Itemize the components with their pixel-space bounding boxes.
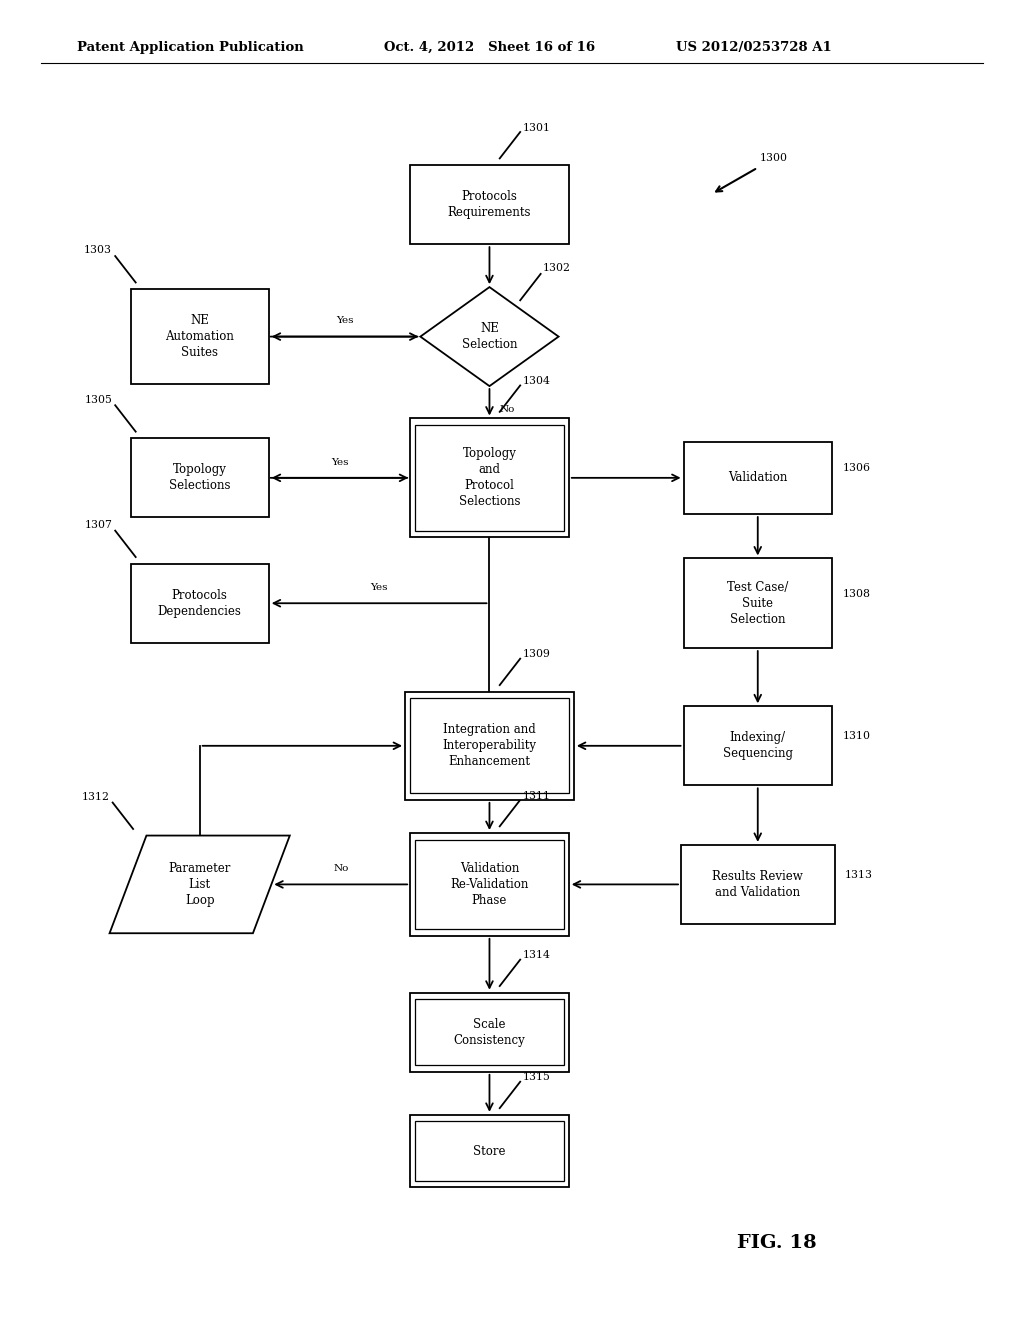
Text: 1302: 1302 bbox=[543, 263, 570, 273]
Bar bbox=[404, 692, 573, 800]
Text: Yes: Yes bbox=[336, 317, 353, 326]
Text: 1305: 1305 bbox=[84, 395, 113, 405]
Text: 1301: 1301 bbox=[522, 123, 550, 133]
Bar bbox=[684, 441, 831, 513]
Bar bbox=[416, 1121, 563, 1180]
Text: 1312: 1312 bbox=[82, 792, 110, 803]
Text: 1311: 1311 bbox=[522, 791, 550, 801]
Text: 1308: 1308 bbox=[842, 589, 870, 599]
Text: Scale
Consistency: Scale Consistency bbox=[454, 1018, 525, 1047]
Bar bbox=[416, 999, 563, 1065]
Bar bbox=[681, 845, 835, 924]
Bar bbox=[410, 1114, 569, 1188]
Text: NE
Automation
Suites: NE Automation Suites bbox=[165, 314, 234, 359]
Text: Validation: Validation bbox=[728, 471, 787, 484]
Text: No: No bbox=[500, 405, 515, 414]
Text: Parameter
List
Loop: Parameter List Loop bbox=[169, 862, 230, 907]
Text: Integration and
Interoperability
Enhancement: Integration and Interoperability Enhance… bbox=[442, 723, 537, 768]
Bar bbox=[410, 418, 569, 537]
Text: Yes: Yes bbox=[331, 458, 348, 467]
Text: US 2012/0253728 A1: US 2012/0253728 A1 bbox=[676, 41, 831, 54]
Bar bbox=[416, 425, 563, 531]
Text: Topology
and
Protocol
Selections: Topology and Protocol Selections bbox=[459, 447, 520, 508]
Bar bbox=[684, 706, 831, 785]
Text: 1309: 1309 bbox=[522, 649, 550, 660]
Text: Indexing/
Sequencing: Indexing/ Sequencing bbox=[723, 731, 793, 760]
Bar bbox=[410, 833, 569, 936]
Text: 1315: 1315 bbox=[522, 1072, 550, 1082]
Text: Protocols
Requirements: Protocols Requirements bbox=[447, 190, 531, 219]
Bar bbox=[410, 165, 569, 244]
Text: Results Review
and Validation: Results Review and Validation bbox=[713, 870, 803, 899]
Text: 1300: 1300 bbox=[760, 153, 787, 164]
Bar bbox=[416, 840, 563, 929]
Text: Protocols
Dependencies: Protocols Dependencies bbox=[158, 589, 242, 618]
Text: Store: Store bbox=[473, 1144, 506, 1158]
Text: FIG. 18: FIG. 18 bbox=[737, 1234, 817, 1253]
Text: 1307: 1307 bbox=[84, 520, 113, 531]
Text: NE
Selection: NE Selection bbox=[462, 322, 517, 351]
Polygon shape bbox=[110, 836, 290, 933]
Text: 1306: 1306 bbox=[842, 463, 870, 474]
Bar bbox=[131, 289, 268, 384]
Text: 1304: 1304 bbox=[522, 376, 550, 387]
Text: Yes: Yes bbox=[371, 583, 388, 593]
Text: Test Case/
Suite
Selection: Test Case/ Suite Selection bbox=[727, 581, 788, 626]
Text: 1314: 1314 bbox=[522, 950, 550, 961]
Text: 1310: 1310 bbox=[842, 731, 870, 742]
Bar bbox=[410, 698, 569, 793]
Text: Topology
Selections: Topology Selections bbox=[169, 463, 230, 492]
Polygon shape bbox=[420, 288, 559, 385]
Bar bbox=[131, 564, 268, 643]
Bar bbox=[131, 438, 268, 517]
Text: 1303: 1303 bbox=[84, 246, 113, 256]
Text: Validation
Re-Validation
Phase: Validation Re-Validation Phase bbox=[451, 862, 528, 907]
Text: Oct. 4, 2012   Sheet 16 of 16: Oct. 4, 2012 Sheet 16 of 16 bbox=[384, 41, 595, 54]
Bar bbox=[410, 993, 569, 1072]
Text: No: No bbox=[333, 865, 348, 874]
Text: 1313: 1313 bbox=[845, 870, 872, 880]
Bar bbox=[684, 558, 831, 648]
Text: Patent Application Publication: Patent Application Publication bbox=[77, 41, 303, 54]
